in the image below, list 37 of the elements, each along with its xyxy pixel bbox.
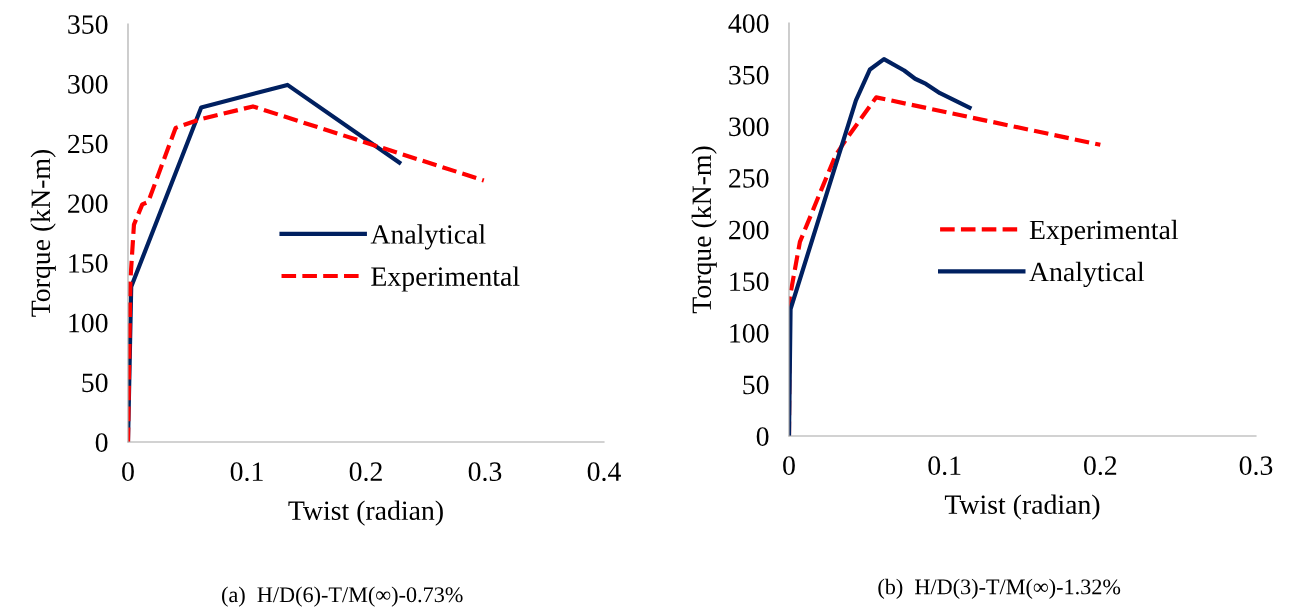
x-axis-title: Twist (radian) — [288, 500, 443, 526]
y-axis-title: Torque (kN-m) — [30, 149, 56, 317]
x-tick-label: 0 — [122, 462, 134, 481]
y-tick-label: 50 — [743, 375, 769, 395]
y-tick-label: 400 — [728, 14, 769, 33]
y-tick-label: 200 — [729, 220, 769, 240]
line-series — [789, 57, 972, 436]
x-tick-label: 0.4 — [587, 462, 621, 482]
x-tick-label: 0.2 — [1084, 456, 1117, 476]
text: (b) H/D(3)-T/M(∞)-1.32% — [878, 578, 1121, 599]
legend-label: Analytical — [1029, 261, 1145, 288]
legend-label: Analytical — [370, 224, 486, 250]
y-axis-title: Torque (kN-m) — [691, 146, 717, 314]
x-tick-label: 0.3 — [1239, 456, 1273, 476]
y-tick-label: 150 — [69, 254, 108, 273]
text: (a) H/D(6)-T/M(∞)-0.73% — [222, 586, 463, 607]
x-tick-label: 0.1 — [230, 462, 263, 482]
y-tick-label: 150 — [730, 272, 769, 292]
x-tick-label: 0.2 — [349, 462, 382, 482]
y-tick-label: 300 — [68, 74, 108, 94]
y-tick-label: 0 — [95, 433, 108, 452]
x-tick-label: 0.1 — [928, 456, 961, 476]
y-tick-label: 250 — [68, 134, 108, 154]
legend-label: Experimental — [1029, 219, 1179, 245]
legend-label: Experimental — [371, 266, 520, 292]
y-tick-label: 100 — [69, 313, 108, 333]
x-axis-title: Twist (radian) — [944, 494, 1100, 520]
y-tick-label: 350 — [68, 15, 108, 34]
y-tick-label: 350 — [729, 65, 769, 85]
x-tick-label: 0 — [783, 456, 795, 475]
y-tick-label: 250 — [729, 169, 769, 188]
y-tick-label: 50 — [82, 373, 108, 393]
y-tick-label: 200 — [68, 194, 108, 214]
x-tick-label: 0.3 — [468, 462, 502, 482]
y-tick-label: 0 — [756, 427, 769, 446]
y-tick-label: 100 — [730, 323, 769, 343]
y-tick-label: 300 — [729, 117, 769, 137]
